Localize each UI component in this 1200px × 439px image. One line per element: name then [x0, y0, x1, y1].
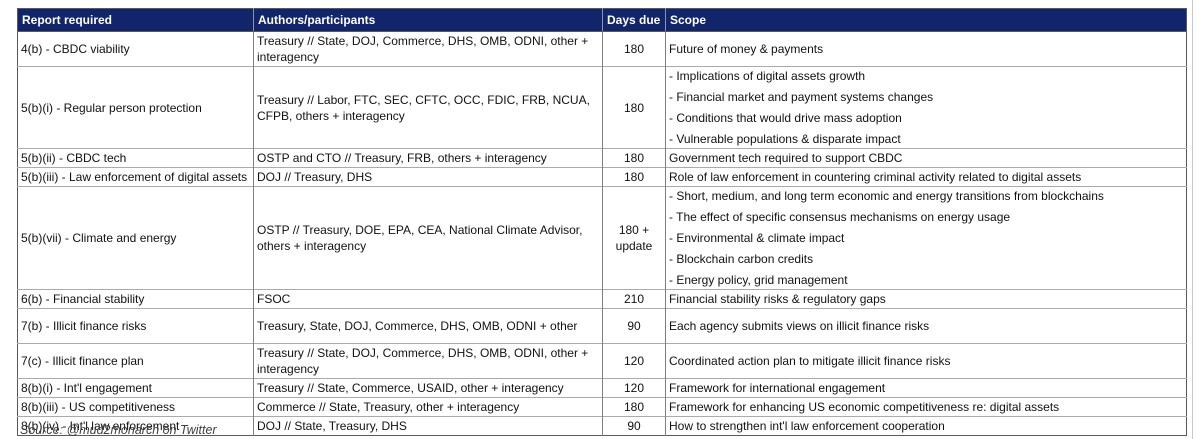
table-row: 5(b)(ii) - CBDC tech OSTP and CTO // Trea… [17, 148, 1187, 168]
scope-item: Each agency submits views on illicit fin… [669, 319, 930, 333]
scope-item: - Financial market and payment systems c… [669, 90, 934, 104]
scope-item: Framework for enhancing US economic comp… [669, 400, 1060, 414]
scope-item: - Environmental & climate impact [669, 231, 845, 245]
col-header-days-due: Days due [602, 8, 666, 32]
scope-list: Coordinated action plan to mitigate illi… [669, 353, 1183, 369]
scope-cell: Framework for enhancing US economic comp… [665, 397, 1187, 417]
days-due-cell: 180 [602, 66, 666, 149]
scope-cell: Future of money & payments [665, 31, 1187, 67]
authors-participants-cell: Treasury // State, Commerce, USAID, othe… [253, 378, 603, 398]
scope-item: Coordinated action plan to mitigate illi… [669, 354, 951, 368]
source-attribution: Source: @mud2monarch on Twitter [20, 423, 217, 437]
scope-item: - Implications of digital assets growth [669, 69, 866, 83]
col-header-authors-participants: Authors/participants [253, 8, 603, 32]
days-due-cell: 180 [602, 167, 666, 187]
scope-cell: - Short, medium, and long term economic … [665, 186, 1187, 290]
days-due-cell: 180 [602, 397, 666, 417]
days-due-cell: 210 [602, 289, 666, 309]
table-row: 7(b) - Illicit finance risks Treasury, St… [17, 308, 1187, 344]
table-row: 6(b) - Financial stability FSOC 210 Financi… [17, 289, 1187, 309]
scope-list: Role of law enforcement in countering cr… [669, 169, 1183, 185]
authors-participants-cell: DOJ // State, Treasury, DHS [253, 416, 603, 436]
table-row: 8(b)(iv) - Int'l law enforcement DOJ // S… [17, 416, 1187, 436]
scope-item: Framework for international engagement [669, 381, 886, 395]
scope-list: Financial stability risks & regulatory g… [669, 291, 1183, 307]
authors-participants-cell: OSTP // Treasury, DOE, EPA, CEA, Nationa… [253, 186, 603, 290]
scope-item: - Conditions that would drive mass adopt… [669, 111, 902, 125]
days-due-cell: 90 [602, 416, 666, 436]
days-due-cell: 180 [602, 148, 666, 168]
table-row: 7(c) - Illicit finance plan Treasury // S… [17, 343, 1187, 379]
report-required-cell: 5(b)(i) - Regular person protection [17, 66, 254, 149]
report-required-cell: 8(b)(iv) - Int'l law enforcement [17, 416, 254, 436]
report-required-cell: 5(b)(vii) - Climate and energy [17, 186, 254, 290]
authors-participants-cell: Treasury // State, DOJ, Commerce, DHS, O… [253, 343, 603, 379]
authors-participants-cell: OSTP and CTO // Treasury, FRB, others + … [253, 148, 603, 168]
table-row: 5(b)(vii) - Climate and energy OSTP // Tr… [17, 186, 1187, 290]
scope-cell: Framework for international engagement [665, 378, 1187, 398]
scope-list: How to strengthen int'l law enforcement … [669, 418, 1183, 434]
report-required-cell: 7(b) - Illicit finance risks [17, 308, 254, 344]
col-header-report-required: Report required [17, 8, 254, 32]
scope-item: Role of law enforcement in countering cr… [669, 170, 1082, 184]
scope-item: - Short, medium, and long term economic … [669, 189, 1104, 203]
scope-list: Framework for enhancing US economic comp… [669, 399, 1183, 415]
scope-item: Future of money & payments [669, 42, 824, 56]
scope-item: Financial stability risks & regulatory g… [669, 292, 886, 306]
scope-cell: How to strengthen int'l law enforcement … [665, 416, 1187, 436]
scope-cell: Role of law enforcement in countering cr… [665, 167, 1187, 187]
days-due-cell: 120 [602, 378, 666, 398]
authors-participants-cell: Treasury, State, DOJ, Commerce, DHS, OMB… [253, 308, 603, 344]
report-required-cell: 5(b)(iii) - Law enforcement of digital a… [17, 167, 254, 187]
scope-list: - Implications of digital assets growth -… [669, 68, 1183, 147]
scope-item: How to strengthen int'l law enforcement … [669, 419, 945, 433]
report-required-cell: 8(b)(iii) - US competitiveness [17, 397, 254, 417]
col-header-scope: Scope [665, 8, 1187, 32]
scope-cell: Coordinated action plan to mitigate illi… [665, 343, 1187, 379]
scope-item: - The effect of specific consensus mecha… [669, 210, 1011, 224]
days-due-cell: 180 + update [602, 186, 666, 290]
authors-participants-cell: DOJ // Treasury, DHS [253, 167, 603, 187]
table-row: 5(b)(i) - Regular person protection Treas… [17, 66, 1187, 149]
scope-item: Government tech required to support CBDC [669, 151, 903, 165]
report-required-cell: 8(b)(i) - Int'l engagement [17, 378, 254, 398]
table-body: 4(b) - CBDC viability Treasury // State, … [17, 31, 1187, 436]
report-table: Report required Authors/participants Day… [17, 8, 1187, 436]
authors-participants-cell: Commerce // State, Treasury, other + int… [253, 397, 603, 417]
report-required-cell: 7(c) - Illicit finance plan [17, 343, 254, 379]
report-required-cell: 5(b)(ii) - CBDC tech [17, 148, 254, 168]
authors-participants-cell: FSOC [253, 289, 603, 309]
scope-cell: Financial stability risks & regulatory g… [665, 289, 1187, 309]
scope-cell: - Implications of digital assets growth -… [665, 66, 1187, 149]
scope-item: - Blockchain carbon credits [669, 252, 814, 266]
scope-list: Framework for international engagement [669, 380, 1183, 396]
scope-list: Each agency submits views on illicit fin… [669, 318, 1183, 334]
scope-list: Government tech required to support CBDC [669, 150, 1183, 166]
table-header-row: Report required Authors/participants Day… [17, 8, 1187, 32]
report-required-cell: 6(b) - Financial stability [17, 289, 254, 309]
scope-item: - Energy policy, grid management [669, 273, 848, 287]
authors-participants-cell: Treasury // State, DOJ, Commerce, DHS, O… [253, 31, 603, 67]
scope-list: Future of money & payments [669, 41, 1183, 57]
days-due-cell: 90 [602, 308, 666, 344]
table-row: 4(b) - CBDC viability Treasury // State, … [17, 31, 1187, 67]
days-due-cell: 120 [602, 343, 666, 379]
screenshot-edge-line [1192, 0, 1193, 439]
table-row: 8(b)(iii) - US competitiveness Commerce /… [17, 397, 1187, 417]
days-due-cell: 180 [602, 31, 666, 67]
scope-cell: Government tech required to support CBDC [665, 148, 1187, 168]
scope-list: - Short, medium, and long term economic … [669, 188, 1183, 288]
table-row: 8(b)(i) - Int'l engagement Treasury // St… [17, 378, 1187, 398]
scope-cell: Each agency submits views on illicit fin… [665, 308, 1187, 344]
scope-item: - Vulnerable populations & disparate imp… [669, 132, 901, 146]
report-required-cell: 4(b) - CBDC viability [17, 31, 254, 67]
authors-participants-cell: Treasury // Labor, FTC, SEC, CFTC, OCC, … [253, 66, 603, 149]
table-row: 5(b)(iii) - Law enforcement of digital a… [17, 167, 1187, 187]
